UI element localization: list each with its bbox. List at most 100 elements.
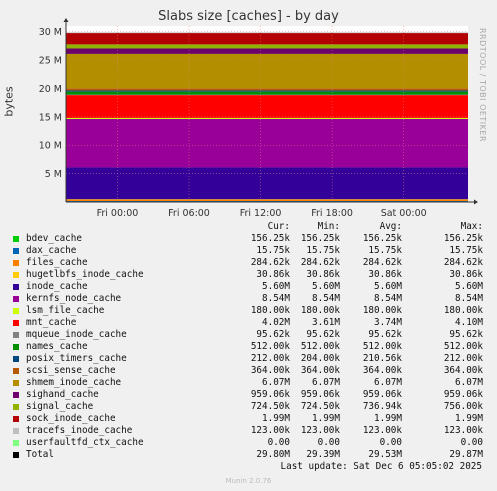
legend-value: 364.00k (300, 365, 340, 376)
legend-value: 3.61M (312, 317, 340, 328)
legend-value: 15.75k (256, 245, 290, 256)
legend-row-tracefs_inode_cache: tracefs_inode_cache 123.00k 123.00k 123.00k… (10, 425, 490, 437)
legend-swatch (13, 368, 19, 374)
legend-series-name: shmem_inode_cache (26, 377, 122, 388)
legend-row-names_cache: names_cache 512.00k 512.00k 512.00k 512.00k (10, 341, 490, 353)
legend-value: 180.00k (300, 305, 340, 316)
legend-value: 959.06k (443, 389, 483, 400)
col-min-header: Min: (317, 221, 340, 232)
legend-header: Cur: Min: Avg: Max: (10, 221, 490, 233)
legend-value: 284.62k (443, 257, 483, 268)
legend-series-name: scsi_sense_cache (26, 365, 116, 376)
legend-row-signal_cache: signal_cache 724.50k 724.50k 736.94k 756.00k (10, 401, 490, 413)
legend-value: 204.00k (300, 353, 340, 364)
legend-value: 8.54M (312, 293, 340, 304)
legend-value: 156.25k (443, 233, 483, 244)
legend-value: 212.00k (250, 353, 290, 364)
chart-title: Slabs size [caches] - by day (158, 9, 339, 24)
legend-value: 156.25k (250, 233, 290, 244)
legend-row-inode_cache: inode_cache 5.60M 5.60M 5.60M 5.60M (10, 281, 490, 293)
legend-value: 123.00k (300, 425, 340, 436)
legend-value: 959.06k (250, 389, 290, 400)
legend-value: 123.00k (362, 425, 402, 436)
legend-value: 15.75k (306, 245, 340, 256)
legend-series-name: dax_cache (26, 245, 77, 256)
legend-value: 156.25k (362, 233, 402, 244)
legend-series-name: inode_cache (26, 281, 88, 292)
stack-layer-kernfs_node_cache (66, 118, 468, 168)
legend-value: 210.56k (362, 353, 402, 364)
legend-value: 364.00k (362, 365, 402, 376)
legend-series-name: lsm_file_cache (26, 305, 105, 316)
stack-layer-posix_timers_cache (66, 90, 468, 92)
legend-value: 6.07M (455, 377, 483, 388)
x-tick-label: Fri 06:00 (168, 208, 210, 219)
legend-value: 364.00k (250, 365, 290, 376)
y-tick-label: 15 M (39, 112, 62, 123)
legend-series-name: posix_timers_cache (26, 353, 127, 364)
x-axis-arrow (474, 199, 478, 205)
legend-series-name: names_cache (26, 341, 88, 352)
stack-layer-lsm_file_cache (66, 117, 468, 119)
legend-value: 30.86k (368, 269, 402, 280)
legend-value: 15.75k (368, 245, 402, 256)
stack-layer-scsi_sense_cache (66, 88, 468, 91)
legend-value: 29.53M (368, 449, 402, 460)
stack-layer-dax_cache (66, 201, 468, 202)
legend-row-files_cache: files_cache 284.62k 284.62k 284.62k 284.62k (10, 257, 490, 269)
x-tick-label: Fri 18:00 (311, 208, 353, 219)
y-axis-arrow (63, 18, 69, 22)
legend-series-name: mqueue_inode_cache (26, 329, 127, 340)
legend-row-sighand_cache: sighand_cache 959.06k 959.06k 959.06k 959.06… (10, 389, 490, 401)
legend-series-name: sock_inode_cache (26, 413, 116, 424)
rrdtool-watermark: RRDTOOL / TOBI OETIKER (478, 28, 487, 143)
legend-series-name: Total (26, 449, 54, 460)
legend-value: 15.75k (449, 245, 483, 256)
legend-value: 6.07M (312, 377, 340, 388)
last-update: Last update: Sat Dec 6 05:05:02 2025 (280, 461, 483, 472)
legend-value: 3.74M (374, 317, 402, 328)
legend-series-name: bdev_cache (26, 233, 82, 244)
legend-value: 284.62k (362, 257, 402, 268)
legend-swatch (13, 320, 19, 326)
legend-swatch (13, 344, 19, 350)
legend-value: 95.62k (306, 329, 340, 340)
legend-value: 5.60M (374, 281, 402, 292)
legend-row-mqueue_inode_cache: mqueue_inode_cache 95.62k 95.62k 95.62k 95.6… (10, 329, 490, 341)
legend-value: 8.54M (455, 293, 483, 304)
col-avg-header: Avg: (379, 221, 402, 232)
legend-value: 1.99M (455, 413, 483, 424)
stack-layer-tracefs_inode_cache (66, 32, 468, 34)
legend-row-mnt_cache: mnt_cache 4.02M 3.61M 3.74M 4.10M (10, 317, 490, 329)
legend-value: 512.00k (362, 341, 402, 352)
legend-value: 4.10M (455, 317, 483, 328)
chart-area: 5 M 10 M 15 M 20 M 25 M 30 M Fri 00:00 Fri 06:0… (39, 18, 478, 219)
y-tick-label: 25 M (39, 56, 62, 67)
legend-swatch (13, 404, 19, 410)
legend-value: 284.62k (250, 257, 290, 268)
legend-value: 0.00 (460, 437, 483, 448)
legend-swatch (13, 452, 19, 458)
legend-value: 1.99M (312, 413, 340, 424)
y-tick-label: 30 M (39, 27, 62, 38)
legend-value: 95.62k (449, 329, 483, 340)
legend-swatch (13, 284, 19, 290)
x-tick-label: Fri 00:00 (97, 208, 139, 219)
legend-value: 30.86k (256, 269, 290, 280)
stack-layer-shmem_inode_cache (66, 53, 468, 89)
legend-value: 95.62k (256, 329, 290, 340)
legend-value: 180.00k (443, 305, 483, 316)
legend-series-name: userfaultfd_ctx_cache (26, 437, 144, 448)
munin-version: Munin 2.0.76 (225, 477, 272, 485)
legend-row-hugetlbfs_inode_cache: hugetlbfs_inode_cache 30.86k 30.86k 30.86k 3… (10, 269, 490, 281)
legend-value: 0.00 (317, 437, 340, 448)
legend-value: 8.54M (262, 293, 290, 304)
stack-layer-hugetlbfs_inode_cache (66, 199, 468, 200)
legend-row-shmem_inode_cache: shmem_inode_cache 6.07M 6.07M 6.07M 6.07M (10, 377, 490, 389)
legend-swatch (13, 440, 19, 446)
legend-value: 5.60M (455, 281, 483, 292)
legend-value: 512.00k (300, 341, 340, 352)
legend-row-dax_cache: dax_cache 15.75k 15.75k 15.75k 15.75k (10, 245, 490, 257)
legend-row-lsm_file_cache: lsm_file_cache 180.00k 180.00k 180.00k 180.0… (10, 305, 490, 317)
legend-value: 156.25k (300, 233, 340, 244)
